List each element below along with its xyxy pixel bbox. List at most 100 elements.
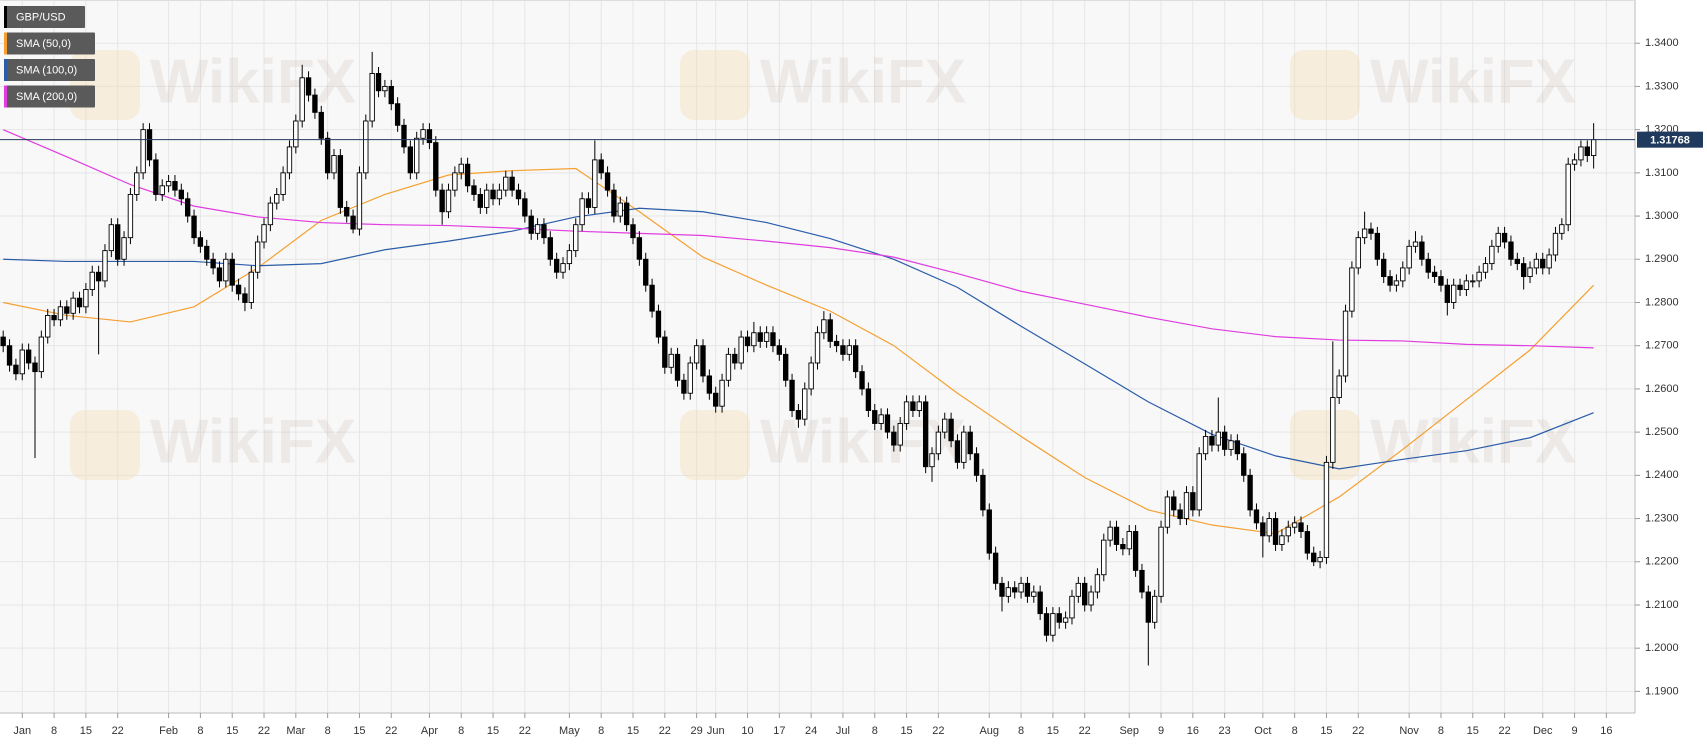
x-tick-label: 15: [1047, 725, 1059, 737]
candle-body: [840, 345, 846, 355]
candle-body: [1120, 544, 1126, 550]
candle-body: [1075, 582, 1082, 597]
candle-body: [897, 423, 903, 446]
candle-body: [76, 297, 83, 308]
candle-body: [1037, 591, 1043, 615]
candle-body: [948, 418, 954, 442]
x-tick-label: 22: [659, 725, 671, 737]
x-tick-label: Apr: [421, 725, 438, 737]
candle-body: [668, 353, 674, 368]
candle-body: [1425, 258, 1431, 273]
legend: GBP/USD SMA (50,0) SMA (100,0) SMA (200,0): [4, 6, 95, 108]
candle-body: [172, 181, 178, 191]
candle-body: [598, 159, 604, 174]
x-tick-label: 15: [487, 725, 499, 737]
candle-body: [852, 345, 859, 373]
candle-body: [1438, 276, 1444, 286]
candle-body: [1540, 258, 1546, 269]
candle-body: [484, 189, 490, 208]
watermark-logo: [680, 50, 750, 120]
candle-body: [954, 440, 961, 463]
x-tick-label: 9: [1571, 725, 1577, 737]
candle-body: [534, 224, 541, 234]
candle-body: [611, 189, 617, 217]
candle-body: [1330, 397, 1336, 463]
y-tick-label: 1.3300: [1645, 80, 1679, 92]
candle-body: [751, 332, 757, 347]
legend-swatch: [4, 59, 7, 81]
candle-body: [197, 237, 204, 247]
candle-body: [566, 250, 573, 265]
x-tick-label: 15: [900, 725, 912, 737]
candle-body: [560, 263, 566, 273]
x-tick-label: 16: [1187, 725, 1199, 737]
candle-body: [471, 185, 477, 195]
candle-body: [223, 258, 229, 282]
x-tick-label: 8: [197, 725, 203, 737]
legend-box: [4, 85, 95, 108]
x-tick-label: 8: [458, 725, 464, 737]
candle-body: [973, 453, 980, 476]
x-tick-label: 24: [805, 725, 817, 737]
candle-body: [1336, 375, 1342, 399]
candle-body: [1527, 267, 1533, 278]
y-tick-label: 1.2500: [1645, 426, 1679, 438]
x-tick-label: Sep: [1119, 725, 1139, 737]
x-tick-label: 16: [1600, 725, 1612, 737]
candle-body: [878, 414, 884, 424]
watermark: WikiFX: [760, 407, 966, 476]
candle-body: [1094, 574, 1101, 593]
candle-body: [6, 345, 13, 366]
candle-body: [942, 418, 948, 433]
candle-body: [1113, 526, 1120, 545]
candle-body: [1476, 271, 1482, 282]
x-tick-label: 22: [258, 725, 270, 737]
y-tick-label: 1.2400: [1645, 469, 1679, 481]
candle-body: [1349, 267, 1355, 312]
x-tick-label: 22: [1352, 725, 1364, 737]
watermark-logo: [1290, 50, 1360, 120]
candle-body: [1202, 435, 1209, 455]
x-tick-label: 17: [773, 725, 785, 737]
y-tick-label: 1.2200: [1645, 556, 1679, 568]
legend-box: [4, 6, 85, 28]
x-tick-label: 8: [872, 725, 878, 737]
legend-label: GBP/USD: [16, 11, 66, 23]
y-tick-label: 1.2700: [1645, 340, 1679, 352]
candle-body: [630, 224, 636, 239]
candle-body: [64, 306, 70, 314]
candle-body: [452, 172, 458, 191]
x-tick-label: 10: [741, 725, 753, 737]
candle-body: [1101, 539, 1107, 576]
candle-body: [394, 103, 401, 126]
candle-body: [1190, 492, 1196, 511]
candle-body: [1043, 613, 1050, 636]
candle-body: [1158, 526, 1164, 597]
candle-body: [592, 159, 598, 208]
candle-body: [1552, 232, 1559, 256]
candle-body: [420, 129, 426, 139]
candle-body: [1069, 595, 1075, 619]
x-tick-label: 15: [1467, 725, 1479, 737]
candle-body: [1209, 435, 1215, 446]
candle-body: [1584, 146, 1590, 157]
candle-body: [1565, 163, 1571, 226]
candle-body: [337, 155, 344, 208]
candle-body: [248, 271, 254, 303]
candle-body: [407, 146, 414, 174]
candle-body: [1132, 531, 1139, 571]
candle-body: [445, 189, 452, 213]
candle-body: [299, 77, 305, 122]
candle-body: [1419, 241, 1425, 260]
candle-body: [1463, 280, 1470, 290]
x-tick-label: 9: [1158, 725, 1164, 737]
x-tick-label: Jun: [707, 725, 725, 737]
candle-body: [32, 362, 38, 373]
legend-label: SMA (100,0): [16, 64, 77, 76]
candle-body: [1387, 276, 1393, 286]
y-tick-label: 1.3400: [1645, 37, 1679, 49]
candle-body: [655, 310, 662, 338]
candle-body: [274, 194, 280, 204]
candle-body: [776, 345, 783, 355]
candle-body: [280, 172, 286, 195]
